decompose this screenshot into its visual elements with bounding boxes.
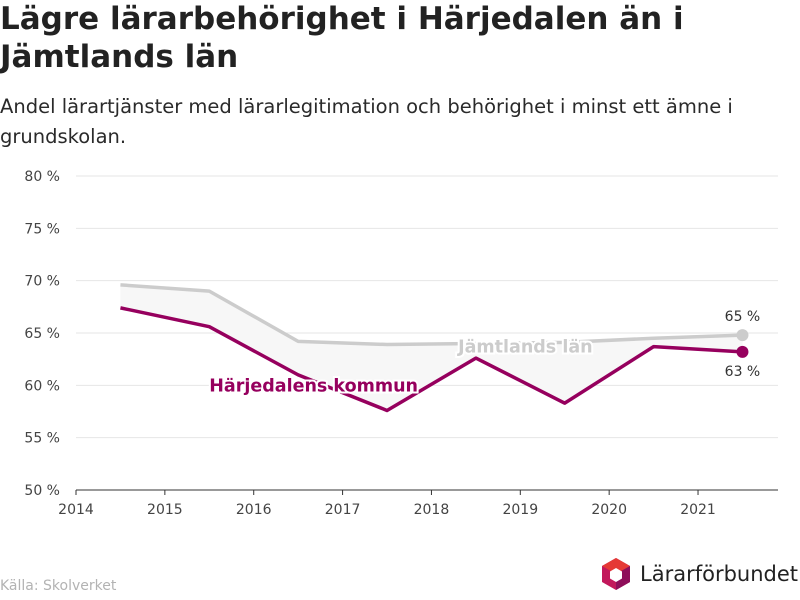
- y-tick-label: 75 %: [24, 221, 60, 237]
- chart-subtitle: Andel lärartjänster med lärarlegitimatio…: [0, 95, 733, 148]
- chart-title: Lägre lärarbehörighet i Härjedalen än i …: [0, 1, 684, 75]
- jamtland-line: [120, 283, 743, 347]
- y-tick-label: 60 %: [24, 378, 60, 394]
- gap-band: [120, 284, 743, 411]
- publisher-logo: Lärarförbundet: [600, 556, 798, 592]
- y-tick-label: 80 %: [24, 169, 60, 185]
- y-tick-label: 50 %: [24, 483, 60, 499]
- cube-logo-icon: [602, 558, 630, 590]
- harjedalen-series-label: Härjedalens kommun: [209, 376, 418, 396]
- x-tick-label: 2019: [502, 502, 538, 518]
- jamtland-end-point: [736, 329, 749, 342]
- x-tick-label: 2015: [147, 502, 183, 518]
- harjedalen-end-label: 63 %: [725, 364, 761, 380]
- x-tick-label: 2021: [680, 502, 716, 518]
- harjedalen-end-point: [736, 345, 749, 358]
- x-tick-label: 2017: [325, 502, 361, 518]
- source-note: Källa: Skolverket: [0, 578, 117, 594]
- y-tick-label: 70 %: [24, 274, 60, 290]
- x-tick-label: 2016: [236, 502, 272, 518]
- jamtland-end-label: 65 %: [725, 309, 761, 325]
- harjedalen-line: [120, 306, 743, 413]
- jamtland-series-label: Jämtlands län: [457, 338, 593, 358]
- x-tick-label: 2020: [591, 502, 627, 518]
- logo-text: Lärarförbundet: [640, 562, 799, 586]
- line-chart: 50 % 55 % 60 % 65 % 70 % 75 % 80 % 2014 2015 2016…: [24, 169, 778, 518]
- x-tick-label: 2014: [58, 502, 94, 518]
- y-tick-label: 55 %: [24, 431, 60, 447]
- x-tick-label: 2018: [414, 502, 450, 518]
- y-tick-label: 65 %: [24, 326, 60, 342]
